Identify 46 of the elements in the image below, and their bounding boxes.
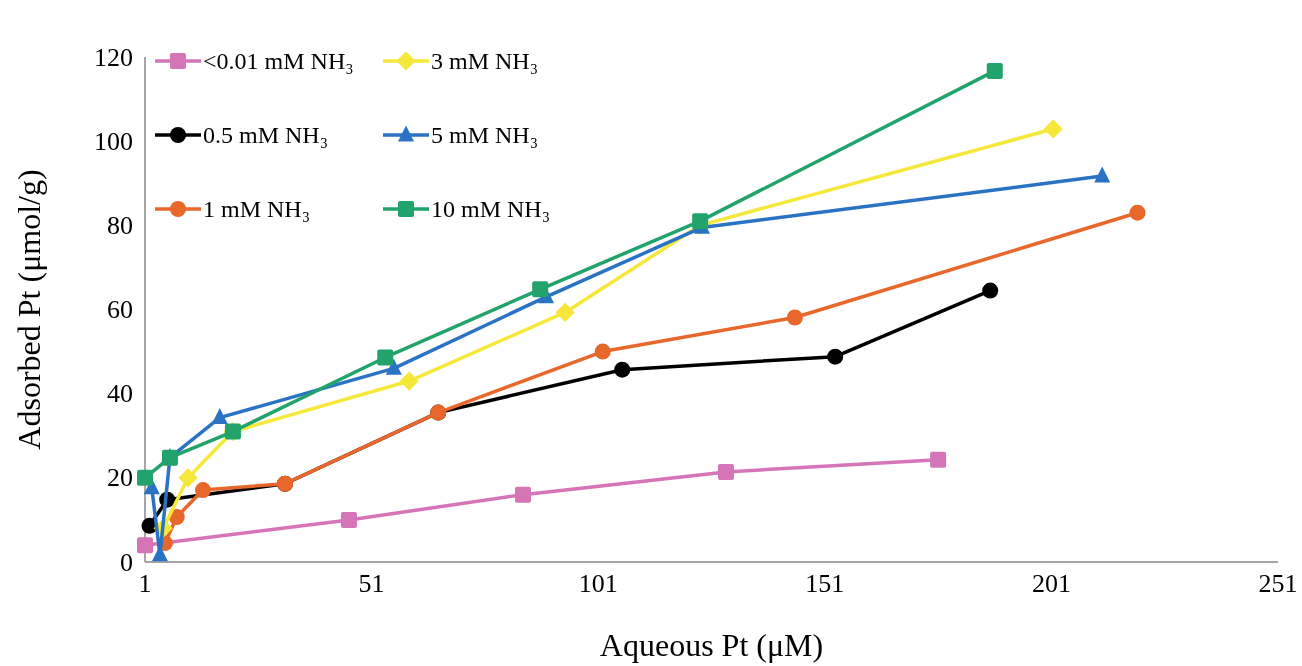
point bbox=[377, 349, 394, 366]
y-tick-label: 80 bbox=[107, 210, 133, 240]
legend-label: 5 mM NH₃ bbox=[431, 122, 539, 148]
legend-label: 10 mM NH₃ bbox=[431, 196, 551, 222]
y-tick-label: 40 bbox=[107, 379, 133, 409]
point bbox=[168, 508, 185, 525]
x-axis-title: Aqueous Pt (μM) bbox=[599, 627, 824, 663]
point bbox=[137, 469, 153, 486]
point bbox=[1094, 166, 1111, 183]
y-tick-label: 20 bbox=[107, 463, 133, 493]
point bbox=[718, 463, 734, 480]
y-tick-label: 120 bbox=[94, 42, 133, 72]
point bbox=[195, 482, 212, 499]
point bbox=[178, 468, 198, 488]
point bbox=[982, 282, 999, 299]
point bbox=[137, 537, 153, 554]
x-tick-label: 101 bbox=[578, 569, 618, 598]
point bbox=[986, 62, 1003, 79]
point bbox=[340, 511, 357, 528]
x-tick-label: 251 bbox=[1258, 569, 1298, 598]
legend-label: <0.01 mM NH₃ bbox=[203, 48, 354, 74]
point bbox=[827, 348, 844, 365]
y-tick-label: 60 bbox=[107, 295, 133, 324]
point bbox=[532, 281, 549, 298]
point bbox=[594, 343, 611, 360]
y-tick-label: 0 bbox=[120, 547, 133, 577]
x-tick-label: 201 bbox=[1031, 569, 1071, 598]
point bbox=[514, 486, 531, 503]
point bbox=[930, 451, 947, 468]
point bbox=[786, 309, 803, 326]
point bbox=[555, 302, 575, 323]
legend-label: 3 mM NH₃ bbox=[431, 48, 539, 74]
x-tick-label: 51 bbox=[358, 569, 385, 598]
y-tick-label: 100 bbox=[94, 126, 133, 156]
y-axis-title: Adsorbed Pt (μmol/g) bbox=[11, 169, 47, 450]
point bbox=[692, 213, 709, 230]
point bbox=[1129, 204, 1146, 221]
legend-label: 0.5 mM NH₃ bbox=[203, 122, 329, 148]
point bbox=[385, 358, 402, 375]
point bbox=[614, 361, 631, 378]
point bbox=[1043, 119, 1063, 139]
point bbox=[211, 408, 228, 425]
point bbox=[399, 371, 419, 391]
x-tick-label: 151 bbox=[805, 569, 845, 598]
legend-label: 1 mM NH₃ bbox=[203, 196, 311, 222]
x-tick-label: 1 bbox=[138, 569, 152, 598]
